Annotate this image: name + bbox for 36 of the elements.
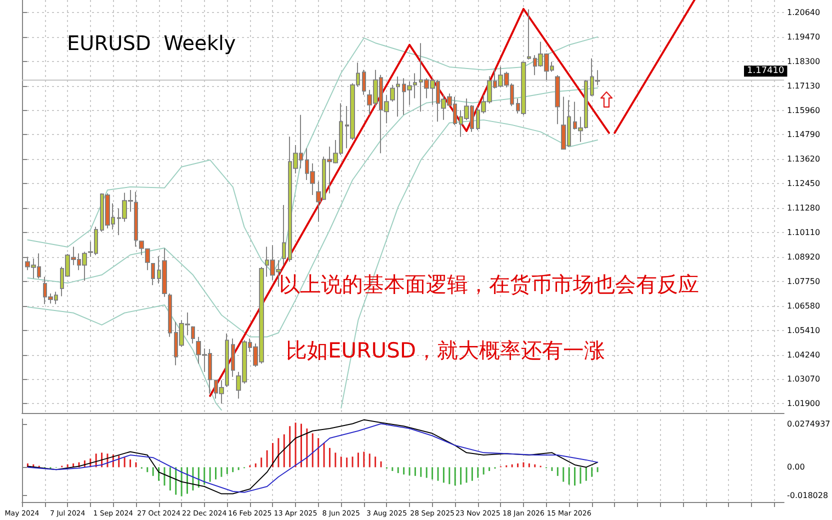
candlestick: [191, 326, 195, 344]
candlestick: [555, 74, 560, 125]
y-tick-label: 1.20640: [787, 8, 820, 18]
y-tick-label: 1.15960: [787, 106, 820, 115]
candlestick: [151, 262, 155, 286]
y-tick-label: 1.14790: [787, 130, 820, 140]
y-tick-label: 1.18300: [787, 57, 820, 66]
y-tick-label: 1.03070: [787, 374, 820, 384]
candlestick: [282, 204, 286, 266]
y-tick-label: 1.17130: [787, 81, 820, 90]
candlestick: [168, 292, 172, 338]
y-tick-label: 1.12450: [787, 179, 820, 188]
text: EURUSD Weekly: [67, 31, 236, 55]
y-tick-label: 0.00: [787, 462, 805, 472]
y-tick-label: 1.05410: [787, 326, 820, 335]
y-tick-label: 1.10110: [787, 228, 820, 237]
y-tick-label: 1.07750: [787, 277, 820, 286]
ref-line-label: 1.17410: [747, 66, 784, 76]
annotation: 比如EURUSD，就大概率还有一涨: [286, 338, 606, 362]
y-tick-label: 1.11280: [787, 203, 820, 212]
candlestick: [362, 69, 366, 96]
y-tick-label: 1.13620: [787, 154, 820, 164]
annotation: 以上说的基本面逻辑，在货币市场也会有反应: [279, 272, 699, 296]
y-tick-label: 0.0274937: [787, 419, 830, 428]
candlestick: [527, 8, 531, 60]
candlestick: [390, 84, 395, 102]
y-tick-label: 1.08920: [787, 252, 820, 262]
candlestick: [134, 191, 138, 248]
y-tick-label: 1.01900: [787, 399, 820, 408]
candlestick: [225, 333, 229, 388]
candlestick: [231, 338, 235, 378]
y-tick-label: 1.19470: [787, 32, 820, 42]
y-tick-label: -0.018028: [787, 491, 828, 500]
y-tick-label: 1.04240: [787, 350, 820, 360]
y-tick-label: 1.06580: [787, 301, 820, 310]
candlestick: [396, 76, 400, 118]
